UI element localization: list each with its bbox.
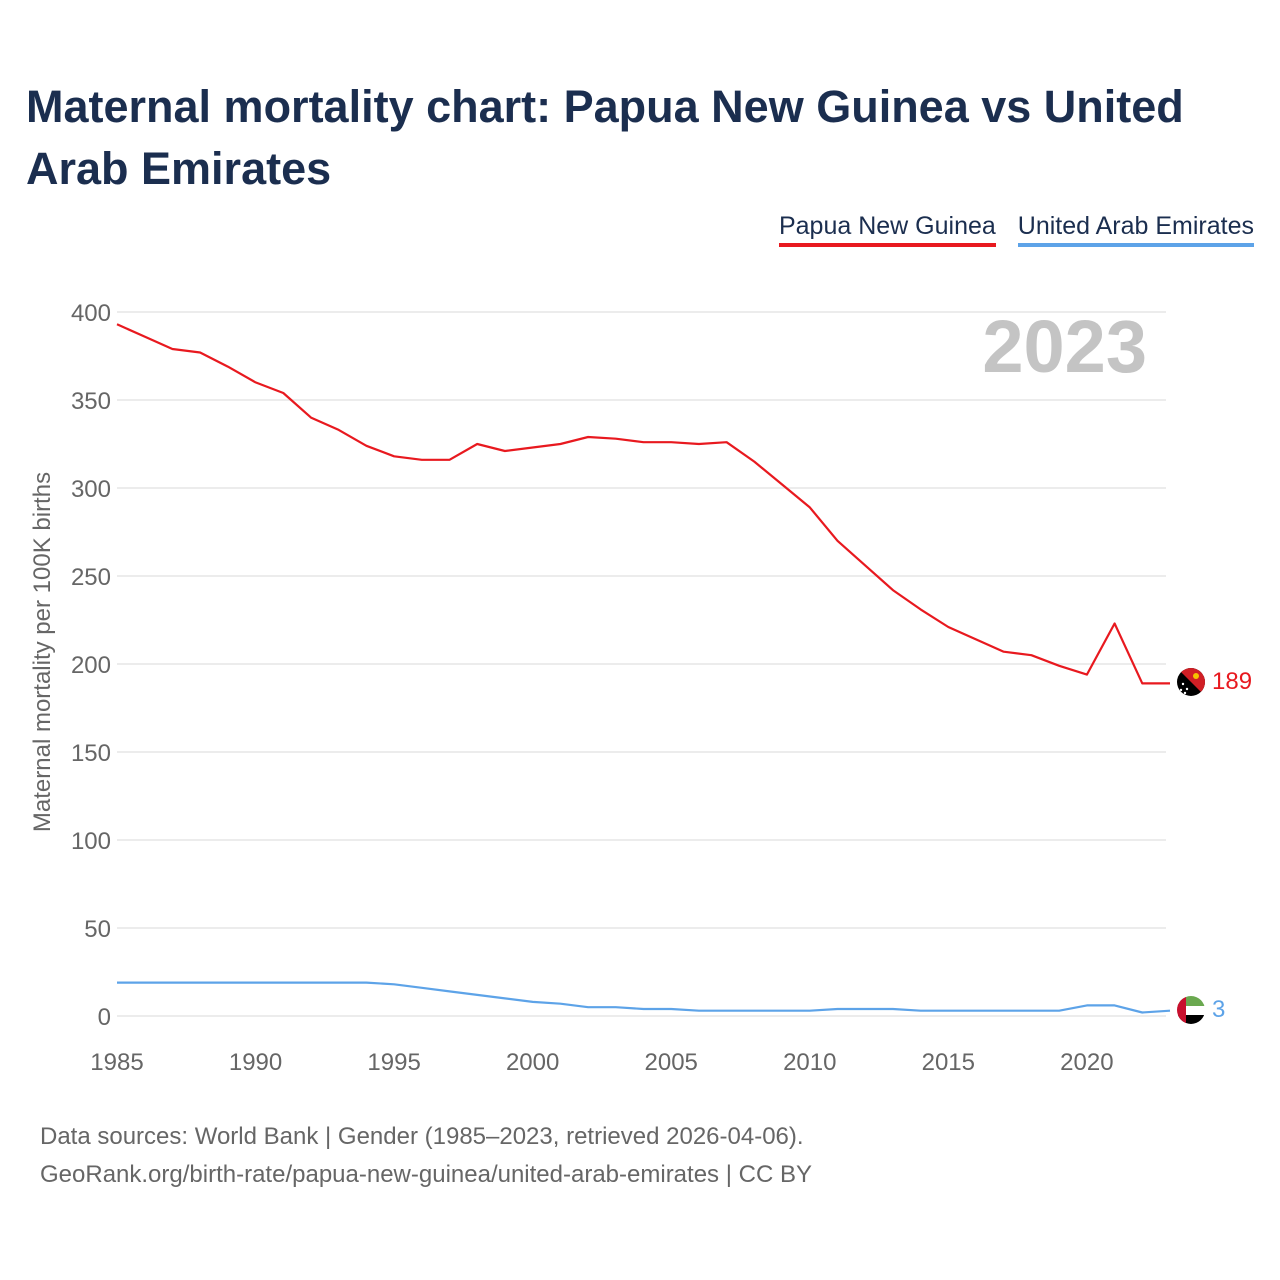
y-tick-label: 0 (98, 1004, 111, 1031)
legend: Papua New Guinea United Arab Emirates (778, 212, 1254, 247)
x-tick-label: 2010 (783, 1049, 836, 1076)
gridlines (117, 311, 1166, 1017)
y-axis-label: Maternal mortality per 100K births (29, 472, 56, 832)
y-tick-label: 150 (71, 740, 111, 767)
y-tick-label: 250 (71, 564, 111, 591)
series-lines (116, 323, 1171, 1014)
series-line-united-arab-emirates[interactable] (117, 981, 1171, 1014)
united-arab-emirates-flag-icon (1177, 996, 1205, 1024)
y-tick-label: 50 (84, 916, 111, 943)
y-tick-label: 400 (71, 300, 111, 327)
line-chart: 0 50 100 150 200 250 300 350 400 1985 1990 1995 200… (29, 300, 1252, 1076)
y-tick-label: 100 (71, 828, 111, 855)
x-tick-label: 2015 (922, 1049, 975, 1076)
legend-item-papua-new-guinea[interactable]: Papua New Guinea (778, 212, 996, 247)
legend-item-united-arab-emirates[interactable]: United Arab Emirates (1017, 212, 1254, 247)
x-axis-ticks: 1985 1990 1995 2000 2005 2010 2015 2020 (90, 1049, 1113, 1076)
series-line-papua-new-guinea[interactable] (116, 323, 1170, 685)
papua-new-guinea-flag-icon (1177, 668, 1205, 696)
x-tick-label: 2020 (1060, 1049, 1113, 1076)
y-tick-label: 300 (71, 476, 111, 503)
year-watermark: 2023 (982, 305, 1147, 388)
end-label-united-arab-emirates: 3 (1212, 996, 1225, 1023)
footer-url: GeoRank.org/birth-rate/papua-new-guinea/… (40, 1161, 812, 1188)
x-tick-label: 2005 (645, 1049, 698, 1076)
x-tick-label: 1995 (367, 1049, 420, 1076)
footer: Data sources: World Bank | Gender (1985–… (40, 1118, 812, 1194)
chart-title: Maternal mortality chart: Papua New Guin… (26, 81, 1184, 194)
x-tick-label: 1990 (229, 1049, 282, 1076)
y-axis-ticks: 0 50 100 150 200 250 300 350 400 (71, 300, 111, 1031)
footer-source: Data sources: World Bank | Gender (1985–… (40, 1123, 804, 1150)
x-tick-label: 2000 (506, 1049, 559, 1076)
x-tick-label: 1985 (90, 1049, 143, 1076)
y-tick-label: 350 (71, 388, 111, 415)
y-tick-label: 200 (71, 652, 111, 679)
end-label-papua-new-guinea: 189 (1212, 668, 1252, 695)
